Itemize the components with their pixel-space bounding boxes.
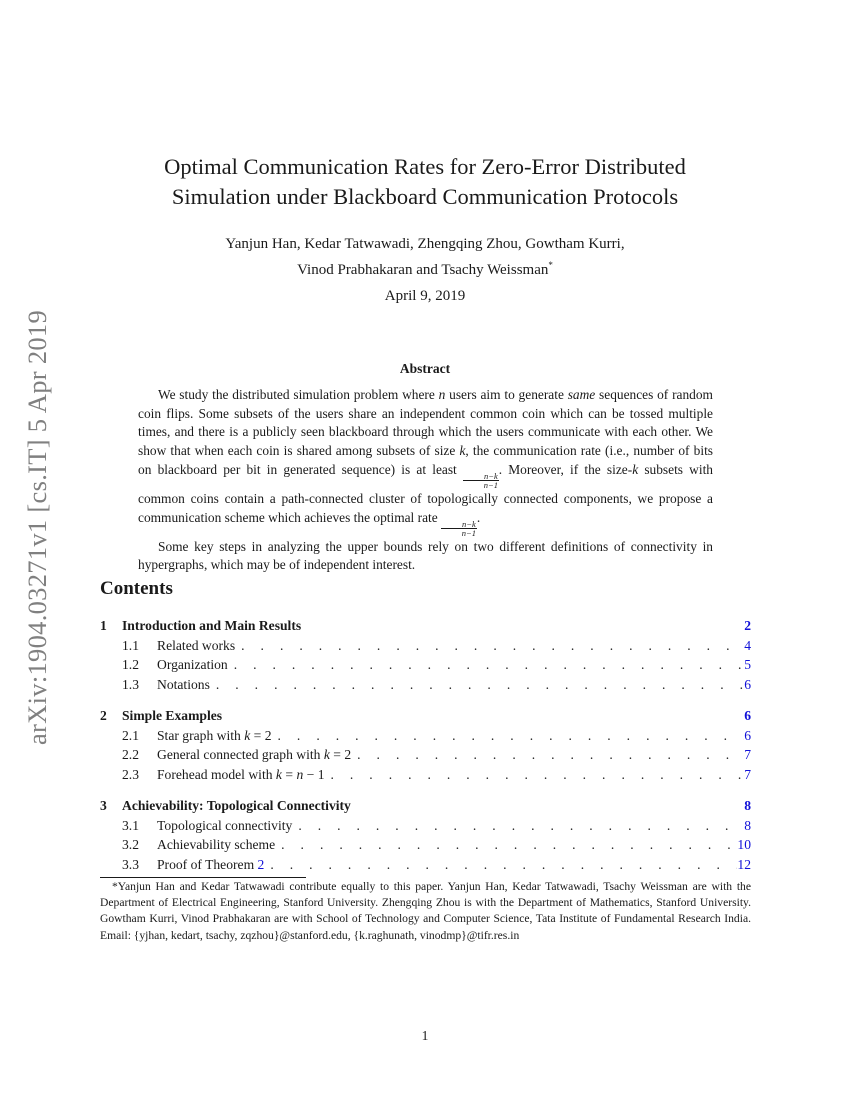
- toc-subsection-number: 3.3: [122, 856, 139, 872]
- toc-section-title: Introduction and Main Results: [122, 618, 302, 633]
- toc-section[interactable]: 1 Introduction and Main Results 2: [100, 616, 751, 636]
- table-of-contents: 1 Introduction and Main Results 2 1.1 Relate…: [100, 616, 751, 874]
- math-symbol: n: [438, 387, 446, 402]
- toc-page-link[interactable]: 7: [744, 747, 751, 762]
- footnote: *Yanjun Han and Kedar Tatwawadi contribu…: [100, 879, 751, 944]
- toc-subsection-number: 1.1: [122, 637, 139, 653]
- math-symbol: n: [296, 766, 304, 782]
- toc-section-title: Simple Examples: [122, 708, 223, 723]
- toc-subsection[interactable]: 1.2 Organization . . . . . . . . . . . . …: [100, 655, 751, 675]
- toc-dot-leader: . . . . . . . . . . . . . . . . . . . . …: [277, 727, 745, 743]
- toc-subsection-title: Organization: [157, 657, 228, 672]
- theorem-link[interactable]: 2: [257, 856, 265, 872]
- toc-subsection-number: 1.3: [122, 676, 139, 692]
- authors-line: Vinod Prabhakaran and Tsachy Weissman*: [0, 255, 850, 281]
- math-symbol: k: [632, 461, 639, 477]
- toc-subsection[interactable]: 2.3 Forehead model with k = n − 1 . . . .…: [100, 765, 751, 785]
- toc-page-link[interactable]: 8: [744, 817, 751, 833]
- math-symbol: k: [323, 747, 330, 762]
- toc-page-link[interactable]: 5: [744, 657, 751, 672]
- toc-page-link[interactable]: 6: [744, 708, 751, 723]
- toc-subsection[interactable]: 3.1 Topological connectivity . . . . . . …: [100, 816, 751, 836]
- fraction-numerator: n−k: [462, 472, 499, 482]
- toc-page-link[interactable]: 4: [744, 637, 751, 653]
- fraction-denominator: n−1: [483, 480, 498, 491]
- toc-subsection-title: Related works: [157, 637, 236, 653]
- authors-line: Yanjun Han, Kedar Tatwawadi, Zhengqing Z…: [225, 236, 625, 252]
- toc-section-title: Achievability: Topological Connectivity: [122, 798, 351, 813]
- toc-page-link[interactable]: 7: [744, 766, 751, 782]
- toc-subsection-number: 3.2: [122, 837, 139, 852]
- toc-subsection-number: 3.1: [122, 817, 139, 833]
- toc-dot-leader: . . . . . . . . . . . . . . . . . . . . …: [330, 766, 745, 782]
- toc-subsection-number: 2.2: [122, 747, 139, 762]
- fraction-denominator: n−1: [461, 528, 477, 539]
- abstract-paragraph: Some key steps in analyzing the upper bo…: [138, 538, 713, 573]
- toc-page-link[interactable]: 12: [737, 856, 751, 872]
- footnote-text: *Yanjun Han and Kedar Tatwawadi contribu…: [100, 880, 751, 942]
- abstract-body: We study the distributed simulation prob…: [138, 386, 713, 575]
- footnote-mark: *: [548, 260, 553, 270]
- paper-title: Optimal Communication Rates for Zero-Err…: [0, 152, 850, 212]
- toc-section-number: 1: [100, 618, 107, 633]
- toc-dot-leader: . . . . . . . . . . . . . . . . . . . . …: [233, 657, 744, 672]
- toc-subsection-title: Proof of Theorem 2: [157, 856, 265, 872]
- toc-page-link[interactable]: 2: [744, 618, 751, 633]
- toc-subsection-number: 1.2: [122, 657, 139, 672]
- toc-page-link[interactable]: 6: [744, 676, 751, 692]
- toc-page-link[interactable]: 8: [744, 798, 751, 813]
- contents-heading: Contents: [100, 578, 173, 599]
- toc-subsection-title: Topological connectivity: [157, 817, 293, 833]
- toc-subsection[interactable]: 3.3 Proof of Theorem 2 . . . . . . . . . …: [100, 855, 751, 875]
- fraction: n−k n−1: [441, 519, 477, 539]
- toc-subsection[interactable]: 2.2 General connected graph with k = 2 . …: [100, 745, 751, 765]
- fraction: n−k n−1: [462, 472, 499, 491]
- toc-dot-leader: . . . . . . . . . . . . . . . . . . . . …: [241, 637, 744, 653]
- toc-section[interactable]: 2 Simple Examples 6: [100, 706, 751, 726]
- toc-subsection-title: Star graph with k = 2: [157, 727, 272, 743]
- toc-spacer: [351, 796, 744, 816]
- abstract-heading: Abstract: [399, 361, 451, 376]
- abstract-paragraph: We study the distributed simulation prob…: [138, 387, 713, 539]
- toc-subsection[interactable]: 2.1 Star graph with k = 2 . . . . . . . .…: [100, 726, 751, 746]
- toc-page-link[interactable]: 6: [744, 727, 751, 743]
- toc-subsection-number: 2.1: [122, 727, 139, 743]
- math-symbol: k: [244, 727, 251, 743]
- toc-gap: [100, 784, 751, 796]
- toc-subsection[interactable]: 1.3 Notations . . . . . . . . . . . . . .…: [100, 675, 751, 695]
- title-line: Optimal Communication Rates for Zero-Err…: [164, 154, 686, 179]
- math-symbol: k: [459, 443, 466, 459]
- toc-dot-leader: . . . . . . . . . . . . . . . . . . . . …: [215, 676, 744, 692]
- toc-dot-leader: . . . . . . . . . . . . . . . . . . . . …: [357, 747, 744, 762]
- toc-section[interactable]: 3 Achievability: Topological Connectivity…: [100, 796, 751, 816]
- math-symbol: same: [567, 387, 596, 402]
- toc-subsection[interactable]: 3.2 Achievability scheme . . . . . . . . …: [100, 835, 751, 855]
- toc-section-number: 3: [100, 798, 107, 813]
- toc-page-link[interactable]: 10: [737, 837, 751, 852]
- toc-subsection-title: Forehead model with k = n − 1: [157, 766, 325, 782]
- math-symbol: k: [275, 766, 282, 782]
- page-number: 1: [421, 1028, 429, 1043]
- toc-dot-leader: . . . . . . . . . . . . . . . . . . . . …: [281, 837, 737, 852]
- authors-text: Vinod Prabhakaran and Tsachy Weissman: [297, 262, 549, 278]
- toc-dot-leader: . . . . . . . . . . . . . . . . . . . . …: [270, 856, 737, 872]
- authors: Yanjun Han, Kedar Tatwawadi, Zhengqing Z…: [0, 234, 850, 281]
- title-line: Simulation under Blackboard Communicatio…: [171, 184, 679, 209]
- toc-spacer: [301, 616, 744, 636]
- footnote-rule: [100, 877, 306, 878]
- toc-subsection-title: General connected graph with k = 2: [157, 747, 352, 762]
- toc-dot-leader: . . . . . . . . . . . . . . . . . . . . …: [298, 817, 744, 833]
- fraction-numerator: n−k: [441, 519, 477, 530]
- toc-section-number: 2: [100, 708, 107, 723]
- toc-spacer: [222, 706, 744, 726]
- toc-subsection[interactable]: 1.1 Related works . . . . . . . . . . . .…: [100, 636, 751, 656]
- toc-gap: [100, 694, 751, 706]
- toc-subsection-title: Achievability scheme: [157, 837, 276, 852]
- toc-subsection-title: Notations: [157, 676, 210, 692]
- toc-subsection-number: 2.3: [122, 766, 139, 782]
- date: April 9, 2019: [384, 288, 466, 304]
